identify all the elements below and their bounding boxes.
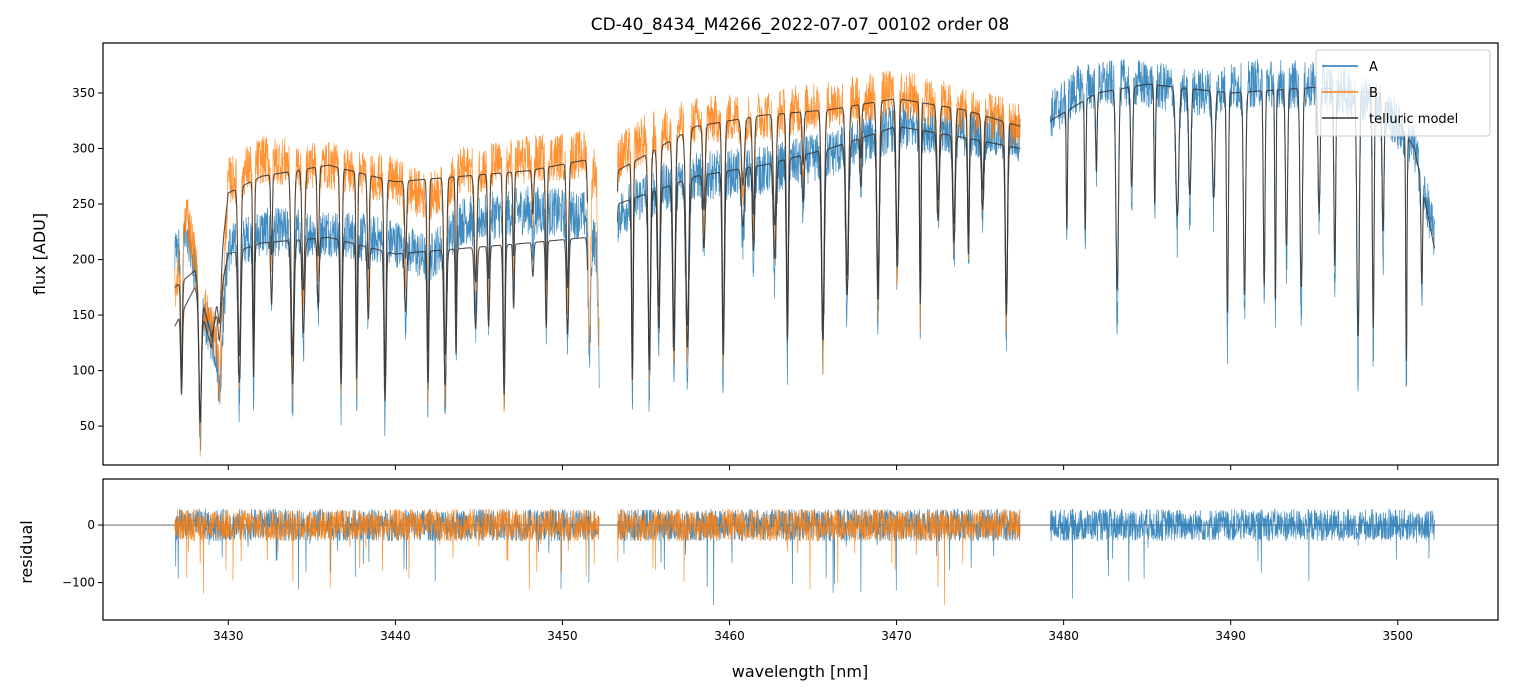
legend-b-label: B	[1369, 86, 1378, 101]
spectrum-frame	[102, 42, 1499, 466]
residual-B-segment-0	[174, 508, 600, 594]
spectrum-ytick-label: 250	[72, 197, 95, 211]
residual-xtick-label: 3500	[1382, 629, 1413, 643]
chart-title: CD-40_8434_M4266_2022-07-07_00102 order …	[591, 15, 1010, 35]
spectrum-ytick-label: 150	[72, 308, 95, 322]
residual-x-ticks: 3430 3440 3450 3460 3470 3480 3490 3500	[213, 620, 1413, 643]
x-axis-label: wavelength [nm]	[732, 662, 869, 681]
spectrum-y-label: flux [ADU]	[30, 213, 49, 295]
spectrum-ytick-label: 200	[72, 253, 95, 267]
legend-model-label: telluric model	[1369, 112, 1458, 127]
spectrum-x-ticks	[227, 465, 1399, 470]
residual-xtick-label: 3440	[380, 629, 411, 643]
legend-a-label: A	[1369, 60, 1378, 75]
residual-frame	[102, 478, 1499, 621]
residual-xtick-label: 3490	[1215, 629, 1246, 643]
residual-ytick-label: −100	[62, 576, 95, 590]
residual-xtick-label: 3430	[213, 629, 244, 643]
residual-ytick-label: 0	[87, 518, 95, 532]
spectrum-telluric-model-segment-0	[174, 236, 589, 418]
residual-A-segment-2	[1049, 508, 1435, 599]
residual-y-label: residual	[17, 520, 36, 583]
residual-B-segment-1	[617, 508, 1021, 606]
legend: A B telluric model	[1315, 49, 1491, 137]
spectrum-telluric-model-segment-3	[617, 98, 1021, 367]
residual-A-segment-1	[617, 508, 1021, 606]
spectrum-panel: 50 100 150 200 250 300 350 flux [ADU] A B tell…	[30, 42, 1499, 470]
spectrum-telluric-model-segment-1	[174, 159, 589, 423]
residual-xtick-label: 3450	[547, 629, 578, 643]
spectrum-y-ticks: 50 100 150 200 250 300 350	[72, 86, 103, 433]
legend-box	[1315, 49, 1491, 137]
residual-lines	[103, 508, 1498, 606]
spectrum-telluric-model-segment-2	[617, 126, 1021, 380]
residual-panel: −100 0 3430 3440 3450 3460 3470 3480 3490 3500 r…	[17, 478, 1499, 681]
spectrum-ytick-label: 350	[72, 86, 95, 100]
residual-xtick-label: 3470	[881, 629, 912, 643]
spectrum-ytick-label: 100	[72, 364, 95, 378]
spectrum-ytick-label: 300	[72, 142, 95, 156]
residual-xtick-label: 3480	[1048, 629, 1079, 643]
residual-y-ticks: −100 0	[62, 518, 103, 590]
spectrum-ytick-label: 50	[80, 419, 95, 433]
residual-xtick-label: 3460	[714, 629, 745, 643]
